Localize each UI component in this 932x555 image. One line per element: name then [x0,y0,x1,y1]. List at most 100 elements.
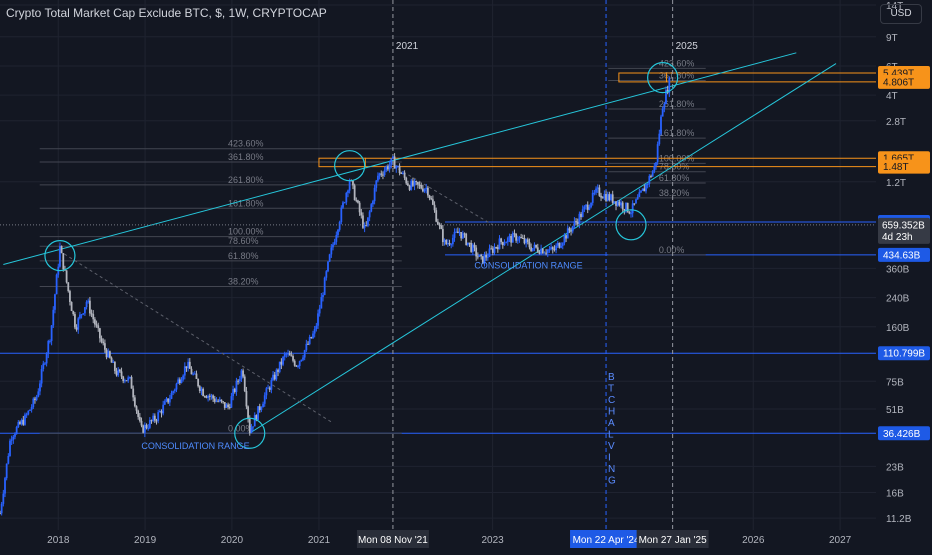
candle[interactable] [265,388,268,396]
candle[interactable] [157,412,160,421]
candle[interactable] [358,202,361,213]
candle[interactable] [367,217,369,226]
candle[interactable] [19,421,21,425]
candle[interactable] [335,234,338,242]
candle[interactable] [272,374,274,381]
candle[interactable] [135,406,138,411]
candle[interactable] [100,338,103,342]
candle[interactable] [513,233,516,235]
candle[interactable] [127,377,130,381]
candle[interactable] [332,244,334,248]
candle[interactable] [446,242,449,245]
candle[interactable] [338,222,341,230]
candle[interactable] [153,415,156,421]
candle[interactable] [613,201,616,203]
candle[interactable] [435,210,438,222]
candle[interactable] [638,192,641,198]
candle[interactable] [245,391,248,407]
candle[interactable] [20,419,23,425]
candle[interactable] [628,211,631,214]
candle[interactable] [531,248,534,251]
candle[interactable] [413,181,416,186]
candle[interactable] [148,420,151,428]
candle[interactable] [12,436,15,440]
candle[interactable] [373,187,376,202]
candle[interactable] [345,192,348,203]
candle[interactable] [370,204,373,212]
candle[interactable] [643,188,646,192]
candle[interactable] [620,202,622,206]
candle[interactable] [27,410,30,415]
candle[interactable] [185,366,188,369]
candle[interactable] [465,233,468,245]
candle[interactable] [421,188,424,192]
candle[interactable] [426,187,429,196]
candle[interactable] [623,209,626,211]
candle[interactable] [476,256,479,258]
candle[interactable] [37,391,40,397]
candle[interactable] [596,187,599,189]
candle[interactable] [103,343,106,350]
candle[interactable] [327,261,329,272]
candle[interactable] [67,282,70,292]
candle[interactable] [143,424,146,433]
candle[interactable] [606,194,609,201]
candle[interactable] [302,357,304,360]
candle[interactable] [441,228,444,243]
candle[interactable] [368,211,371,218]
candle[interactable] [445,240,448,245]
candle[interactable] [180,379,183,384]
candle[interactable] [490,248,493,250]
candle[interactable] [583,206,586,210]
candle[interactable] [270,380,273,390]
candle[interactable] [348,180,351,191]
candle[interactable] [52,309,55,326]
candle[interactable] [82,313,85,315]
candle[interactable] [635,199,637,204]
candle[interactable] [253,415,256,427]
candle[interactable] [145,424,148,429]
candle[interactable] [498,238,501,250]
candle[interactable] [94,319,96,325]
candle[interactable] [330,247,333,255]
candle[interactable] [511,233,514,243]
candle[interactable] [310,337,313,339]
candle[interactable] [263,395,266,404]
candle[interactable] [92,314,95,320]
candle[interactable] [50,325,53,341]
candle[interactable] [455,231,458,233]
candle[interactable] [318,308,321,314]
candle[interactable] [648,176,651,184]
candle[interactable] [0,513,1,515]
candle[interactable] [388,164,391,170]
candle[interactable] [183,366,186,376]
candle[interactable] [660,116,662,134]
candle[interactable] [610,194,612,201]
candle[interactable] [616,201,619,206]
candle[interactable] [420,184,423,189]
candle[interactable] [658,133,661,145]
candle[interactable] [203,396,206,398]
candle[interactable] [233,389,236,392]
candle[interactable] [285,353,288,355]
candle[interactable] [323,277,326,295]
candle[interactable] [268,387,271,390]
candle[interactable] [485,255,488,258]
candle[interactable] [636,197,639,200]
candle[interactable] [496,247,499,250]
candle[interactable] [197,378,200,387]
candle[interactable] [550,247,552,250]
candle[interactable] [108,351,111,358]
price-axis[interactable] [876,0,932,550]
candle[interactable] [548,249,551,251]
candle[interactable] [605,194,607,201]
candle[interactable] [242,370,244,377]
candle[interactable] [84,307,86,314]
candle[interactable] [360,212,363,216]
candle[interactable] [328,254,331,262]
candle[interactable] [536,247,539,252]
candle[interactable] [25,414,28,416]
candle[interactable] [162,404,165,414]
candle[interactable] [90,313,93,315]
